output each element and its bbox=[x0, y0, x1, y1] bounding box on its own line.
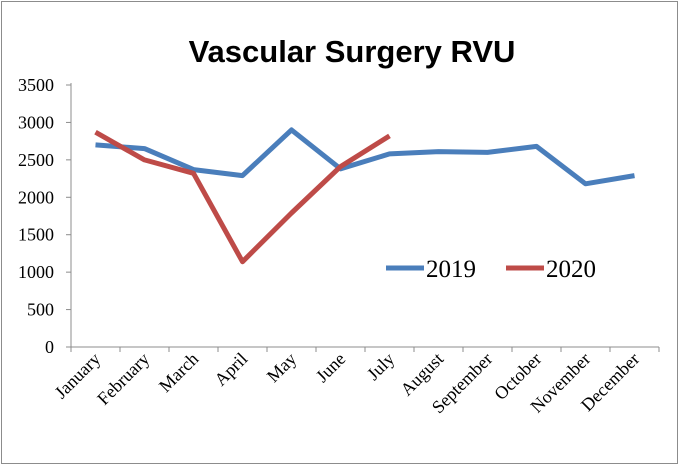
x-tick-label: July bbox=[363, 349, 398, 384]
y-tick-label: 2000 bbox=[18, 187, 54, 207]
legend-label: 2019 bbox=[426, 256, 476, 283]
y-tick-label: 2500 bbox=[18, 150, 54, 170]
y-tick-label: 1500 bbox=[18, 225, 54, 245]
y-tick-label: 3000 bbox=[18, 112, 54, 132]
y-tick-label: 0 bbox=[45, 337, 54, 357]
x-tick-label: May bbox=[263, 349, 300, 386]
series-line-2020 bbox=[94, 130, 391, 265]
series-lines bbox=[94, 127, 635, 265]
x-tick-label: April bbox=[210, 349, 251, 390]
chart-title: Vascular Surgery RVU bbox=[189, 34, 516, 69]
y-tick-labels: 0 500 1000 1500 2000 2500 3000 3500 bbox=[18, 75, 71, 357]
x-tick-label: February bbox=[93, 349, 153, 409]
y-tick-label: 3500 bbox=[18, 75, 54, 95]
series-line-2019 bbox=[95, 127, 635, 187]
y-tick-label: 1000 bbox=[18, 262, 54, 282]
y-tick-label: 500 bbox=[27, 300, 54, 320]
x-tick-label: June bbox=[312, 349, 349, 386]
legend: 2019 2020 bbox=[386, 256, 596, 283]
x-tick-label: March bbox=[155, 349, 202, 396]
legend-label: 2020 bbox=[546, 256, 596, 283]
